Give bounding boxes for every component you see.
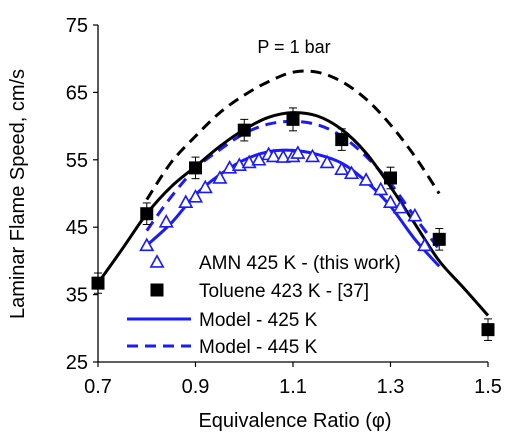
amn-data-point <box>392 199 408 214</box>
y-tick-label: 75 <box>66 15 88 37</box>
amn-data-point <box>417 237 433 252</box>
amn-data-point <box>358 172 374 186</box>
y-tick-label: 35 <box>66 285 88 307</box>
y-axis-title: Laminar Flame Speed, cm/s <box>7 69 29 319</box>
x-tick-label: 0.9 <box>182 376 210 398</box>
tick-labels: 25 35 45 55 65 75 0.7 0.9 1.1 1.3 1.5 <box>66 15 502 398</box>
toluene-data-point <box>189 161 202 175</box>
legend-entry: Model - 445 K <box>127 337 318 358</box>
x-tick-label: 1.3 <box>377 376 405 398</box>
y-tick-label: 65 <box>66 82 88 104</box>
amn-data-point <box>373 181 389 196</box>
y-tick-label: 25 <box>66 352 88 374</box>
amn-data-point <box>149 254 165 268</box>
legend-entry: AMN 425 K - (this work) <box>149 253 401 274</box>
amn-data-point <box>187 189 204 203</box>
legend-label: Model - 425 K <box>199 310 318 331</box>
amn-data-point <box>304 148 321 163</box>
x-tick-label: 1.1 <box>279 376 307 398</box>
legend-square-marker <box>150 283 164 297</box>
legend-label: Toluene 423 K - [37] <box>199 281 369 302</box>
amn-data-point <box>407 207 423 222</box>
legend: AMN 425 K - (this work) Toluene 423 K - [… <box>127 253 401 358</box>
amn-data-point <box>139 237 155 252</box>
amn-data-point <box>343 165 360 180</box>
x-tick-label: 1.5 <box>474 376 502 398</box>
legend-label: Model - 445 K <box>199 337 318 358</box>
toluene-data-point <box>140 207 154 221</box>
x-tick-label: 0.7 <box>84 376 112 398</box>
amn-data-point <box>265 148 282 163</box>
amn-data-point <box>334 161 350 175</box>
axes <box>93 24 489 367</box>
amn-data-point <box>158 213 174 228</box>
toluene-data-point <box>384 171 397 185</box>
amn-data-point <box>197 179 213 194</box>
toluene-data-point <box>286 112 300 126</box>
toluene-data-point <box>335 133 349 147</box>
legend-label: AMN 425 K - (this work) <box>199 253 401 274</box>
toluene-data-point <box>237 123 251 137</box>
y-tick-label: 45 <box>66 217 88 239</box>
legend-entry: Model - 425 K <box>127 310 318 331</box>
amn-data-point <box>319 154 335 169</box>
series-line-5 <box>145 69 441 201</box>
series-markers <box>91 107 495 341</box>
toluene-data-point <box>432 232 446 246</box>
legend-entry: Toluene 423 K - [37] <box>150 281 369 302</box>
amn-data-point <box>275 149 291 163</box>
amn-data-point <box>382 194 399 209</box>
amn-data-point <box>212 170 228 184</box>
toluene-data-point <box>481 323 495 337</box>
x-axis-title: Equivalence Ratio (φ) <box>198 410 391 432</box>
amn-data-point <box>290 145 306 159</box>
toluene-data-point <box>91 276 105 290</box>
y-tick-label: 55 <box>66 150 88 172</box>
pressure-annotation: P = 1 bar <box>257 37 330 57</box>
